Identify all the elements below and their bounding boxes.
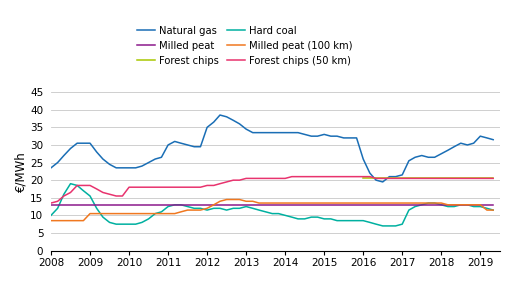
Hard coal xyxy=(126,222,132,226)
Natural gas xyxy=(379,180,385,184)
Forest chips xyxy=(359,177,365,180)
Hard coal xyxy=(138,221,145,224)
Line: Milled peat (100 km): Milled peat (100 km) xyxy=(51,200,492,221)
Milled peat (100 km) xyxy=(132,212,138,215)
Forest chips xyxy=(489,177,495,180)
Milled peat xyxy=(399,203,405,206)
Natural gas xyxy=(48,166,54,170)
Milled peat xyxy=(262,203,268,206)
Forest chips xyxy=(418,177,424,180)
Milled peat (100 km) xyxy=(223,198,229,201)
Forest chips (50 km) xyxy=(48,201,54,205)
Hard coal xyxy=(483,206,489,210)
Y-axis label: €/MWh: €/MWh xyxy=(14,151,27,192)
Forest chips (50 km) xyxy=(191,185,197,189)
Milled peat (100 km) xyxy=(48,219,54,222)
Milled peat (100 km) xyxy=(191,208,197,212)
Line: Hard coal: Hard coal xyxy=(51,184,492,226)
Natural gas xyxy=(80,141,87,145)
Line: Forest chips (50 km): Forest chips (50 km) xyxy=(51,177,492,203)
Forest chips (50 km) xyxy=(489,177,495,180)
Milled peat xyxy=(379,203,385,206)
Forest chips xyxy=(399,177,405,180)
Hard coal xyxy=(399,222,405,226)
Natural gas xyxy=(132,166,138,170)
Milled peat xyxy=(340,203,346,206)
Milled peat xyxy=(281,203,288,206)
Milled peat xyxy=(87,203,93,206)
Milled peat (100 km) xyxy=(197,208,203,212)
Milled peat xyxy=(204,203,210,206)
Forest chips (50 km) xyxy=(80,184,87,187)
Hard coal xyxy=(67,182,73,185)
Milled peat xyxy=(476,203,483,206)
Milled peat xyxy=(321,203,327,206)
Milled peat xyxy=(359,203,365,206)
Milled peat (100 km) xyxy=(307,201,314,205)
Hard coal xyxy=(87,194,93,198)
Milled peat xyxy=(184,203,190,206)
Forest chips (50 km) xyxy=(483,177,489,180)
Forest chips xyxy=(476,177,483,180)
Forest chips xyxy=(379,177,385,180)
Milled peat xyxy=(126,203,132,206)
Forest chips xyxy=(437,177,443,180)
Hard coal xyxy=(379,224,385,228)
Natural gas xyxy=(307,134,314,138)
Milled peat xyxy=(243,203,249,206)
Forest chips (50 km) xyxy=(197,185,203,189)
Hard coal xyxy=(307,215,314,219)
Milled peat xyxy=(106,203,112,206)
Milled peat xyxy=(48,203,54,206)
Forest chips (50 km) xyxy=(307,175,314,178)
Forest chips xyxy=(457,177,463,180)
Natural gas xyxy=(399,173,405,177)
Legend: Natural gas, Milled peat, Forest chips, Hard coal, Milled peat (100 km), Forest : Natural gas, Milled peat, Forest chips, … xyxy=(136,26,352,66)
Milled peat xyxy=(301,203,307,206)
Milled peat xyxy=(489,203,495,206)
Milled peat xyxy=(437,203,443,206)
Natural gas xyxy=(489,138,495,141)
Hard coal xyxy=(489,208,495,212)
Milled peat xyxy=(223,203,229,206)
Milled peat xyxy=(145,203,151,206)
Hard coal xyxy=(48,214,54,217)
Milled peat xyxy=(165,203,171,206)
Line: Natural gas: Natural gas xyxy=(51,115,492,182)
Milled peat (100 km) xyxy=(489,208,495,212)
Natural gas xyxy=(216,113,222,117)
Forest chips (50 km) xyxy=(132,185,138,189)
Natural gas xyxy=(119,166,125,170)
Natural gas xyxy=(483,136,489,140)
Milled peat xyxy=(67,203,73,206)
Milled peat (100 km) xyxy=(483,208,489,212)
Milled peat xyxy=(418,203,424,206)
Forest chips (50 km) xyxy=(288,175,294,178)
Milled peat xyxy=(457,203,463,206)
Milled peat (100 km) xyxy=(80,219,87,222)
